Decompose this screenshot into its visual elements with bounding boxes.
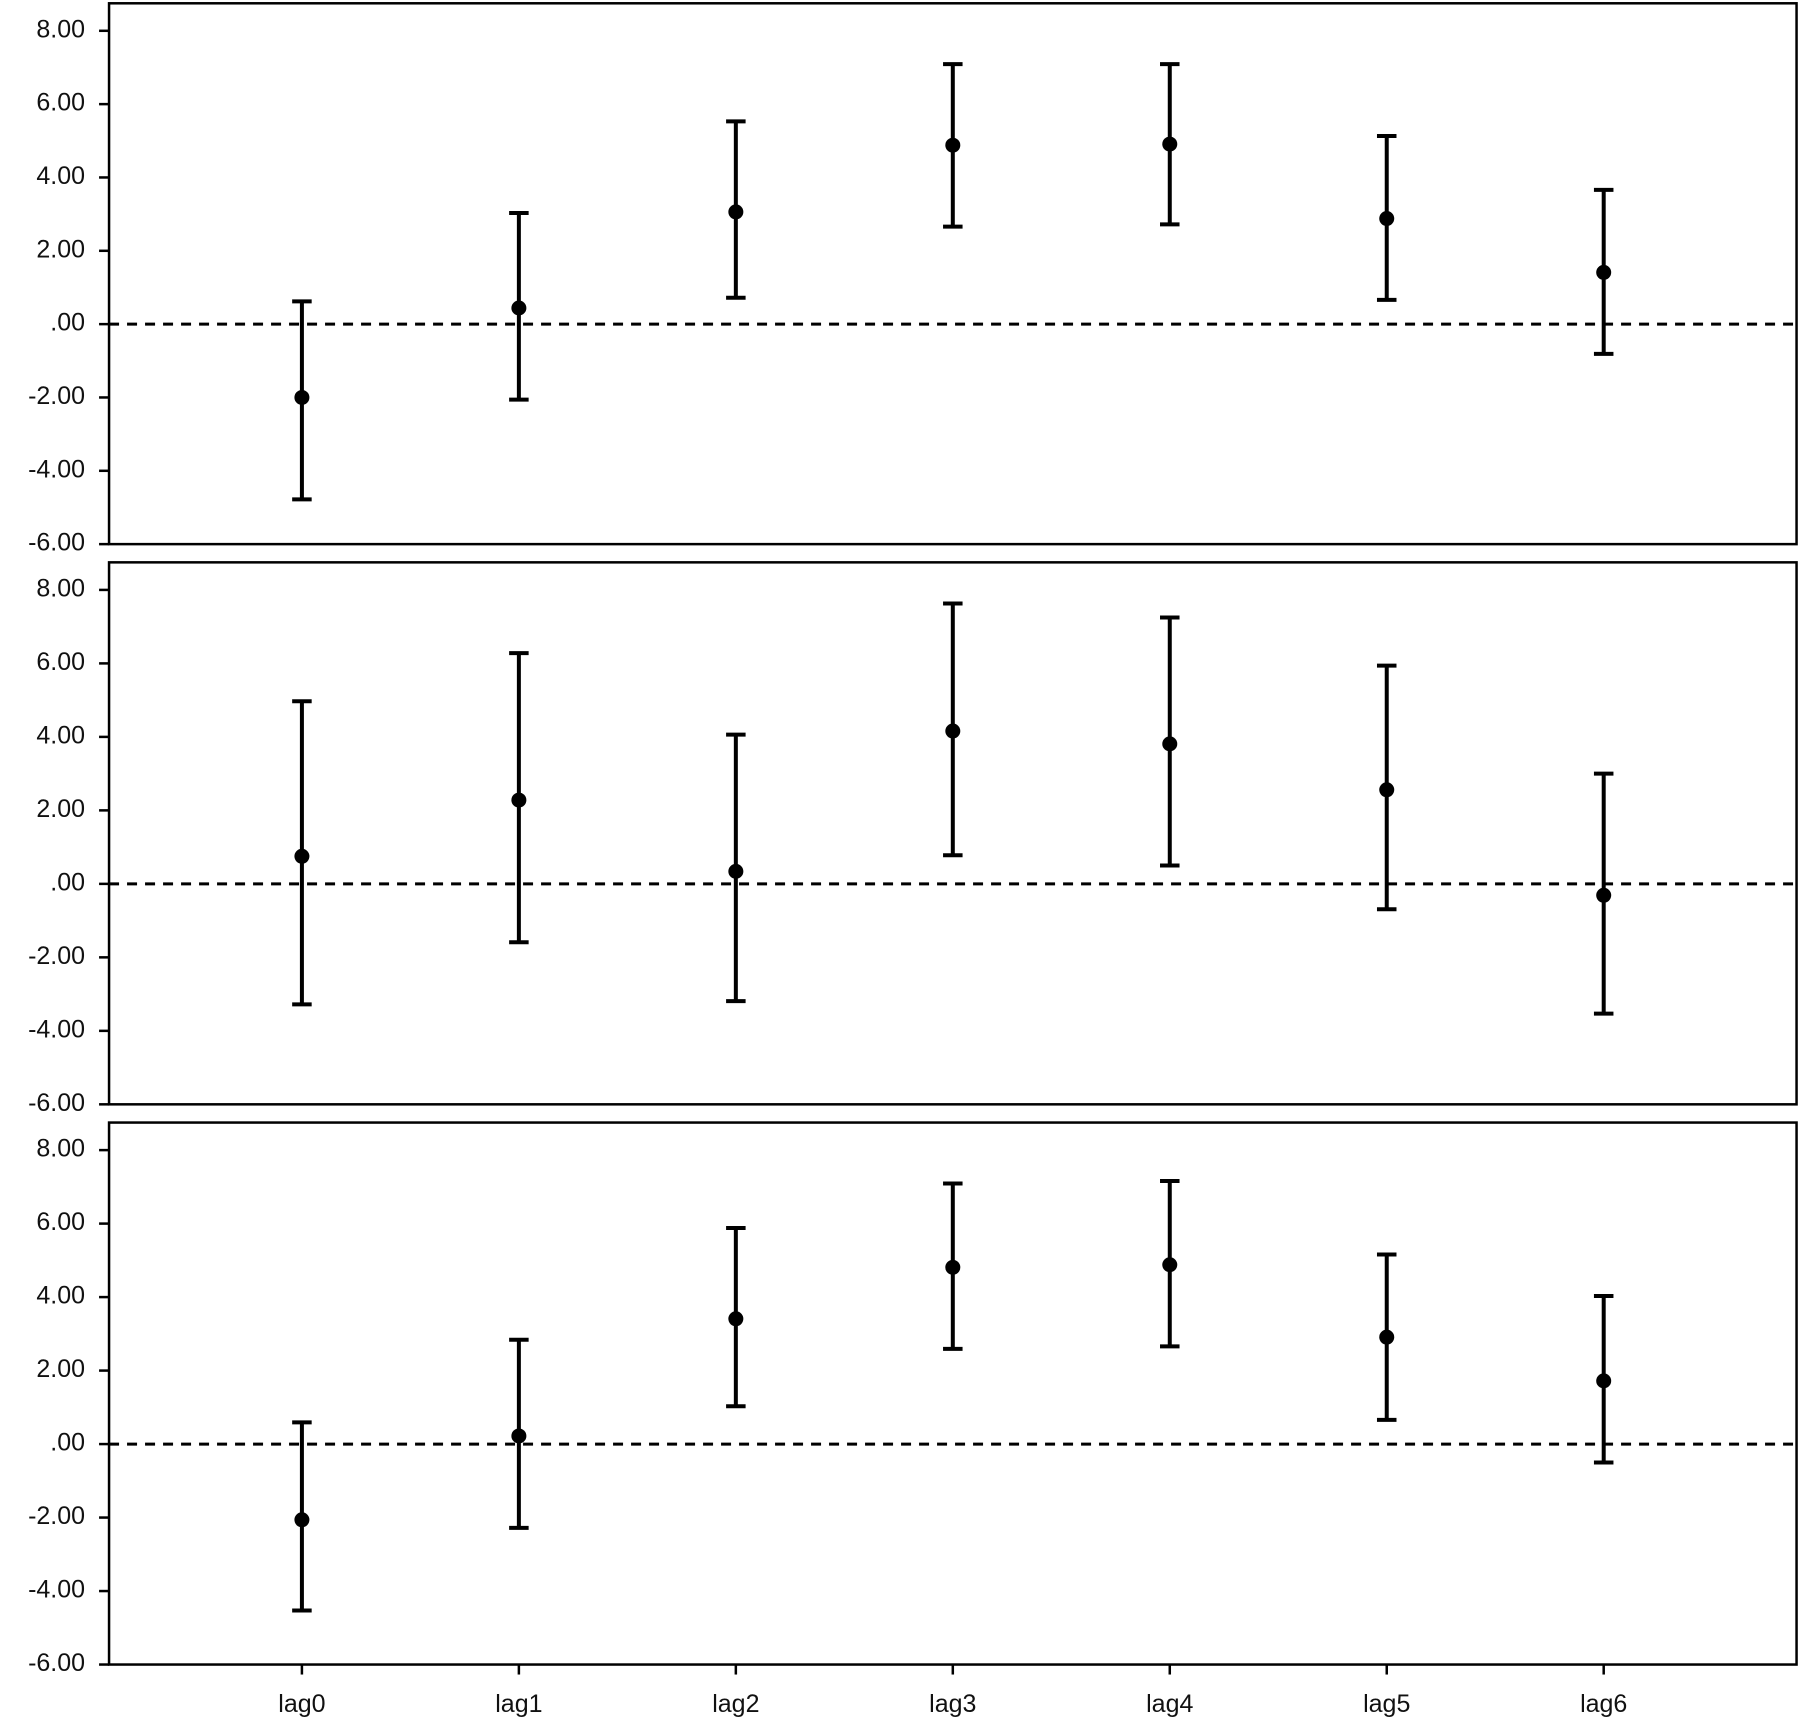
y-tick-label: -6.00 [28, 1089, 85, 1117]
x-tick-label: lag0 [278, 1690, 325, 1718]
point [1162, 736, 1178, 752]
y-tick-label: 6.00 [36, 648, 85, 676]
x-tick-label: lag3 [929, 1690, 976, 1718]
y-tick-label: -4.00 [28, 1576, 85, 1604]
point [511, 792, 527, 808]
y-tick-label: -4.00 [28, 1015, 85, 1043]
y-tick-label: 6.00 [36, 1208, 85, 1236]
point [1379, 782, 1395, 798]
point [945, 1259, 961, 1275]
plot-frame [107, 561, 1798, 1106]
y-tick-label: 8.00 [36, 15, 85, 43]
point [728, 863, 744, 879]
x-tick-label: lag5 [1363, 1690, 1410, 1718]
y-tick-label: 4.00 [36, 721, 85, 749]
point [294, 1512, 310, 1528]
y-tick-label: .00 [50, 1429, 85, 1457]
x-tick-label: lag6 [1580, 1690, 1627, 1718]
point [945, 137, 961, 153]
y-tick-label: 2.00 [36, 235, 85, 263]
point [1162, 1257, 1178, 1273]
y-tick-label: -2.00 [28, 1502, 85, 1530]
y-tick-label: 4.00 [36, 1282, 85, 1310]
point [1379, 1329, 1395, 1345]
y-tick-label: 8.00 [36, 575, 85, 603]
y-tick-label: -2.00 [28, 942, 85, 970]
point [1162, 136, 1178, 152]
y-tick-label: 4.00 [36, 162, 85, 190]
y-tick-label: 8.00 [36, 1135, 85, 1163]
y-tick-label: 6.00 [36, 89, 85, 117]
point [728, 1311, 744, 1327]
y-tick-label: -6.00 [28, 529, 85, 557]
point [1596, 1373, 1612, 1389]
y-tick-label: .00 [50, 309, 85, 337]
point [1596, 264, 1612, 280]
y-tick-label: -2.00 [28, 382, 85, 410]
point [1596, 887, 1612, 903]
y-tick-label: 2.00 [36, 795, 85, 823]
point [1379, 211, 1395, 227]
point [294, 848, 310, 864]
point [294, 389, 310, 405]
y-tick-label: -6.00 [28, 1649, 85, 1677]
x-tick-label: lag2 [712, 1690, 759, 1718]
x-tick-label: lag4 [1146, 1690, 1193, 1718]
point [511, 300, 527, 316]
y-tick-label: 2.00 [36, 1355, 85, 1383]
point [945, 723, 961, 739]
plot-frame [107, 2, 1798, 546]
y-tick-label: -4.00 [28, 455, 85, 483]
point [511, 1428, 527, 1444]
point [728, 204, 744, 220]
y-tick-label: .00 [50, 868, 85, 896]
x-tick-label: lag1 [495, 1690, 542, 1718]
